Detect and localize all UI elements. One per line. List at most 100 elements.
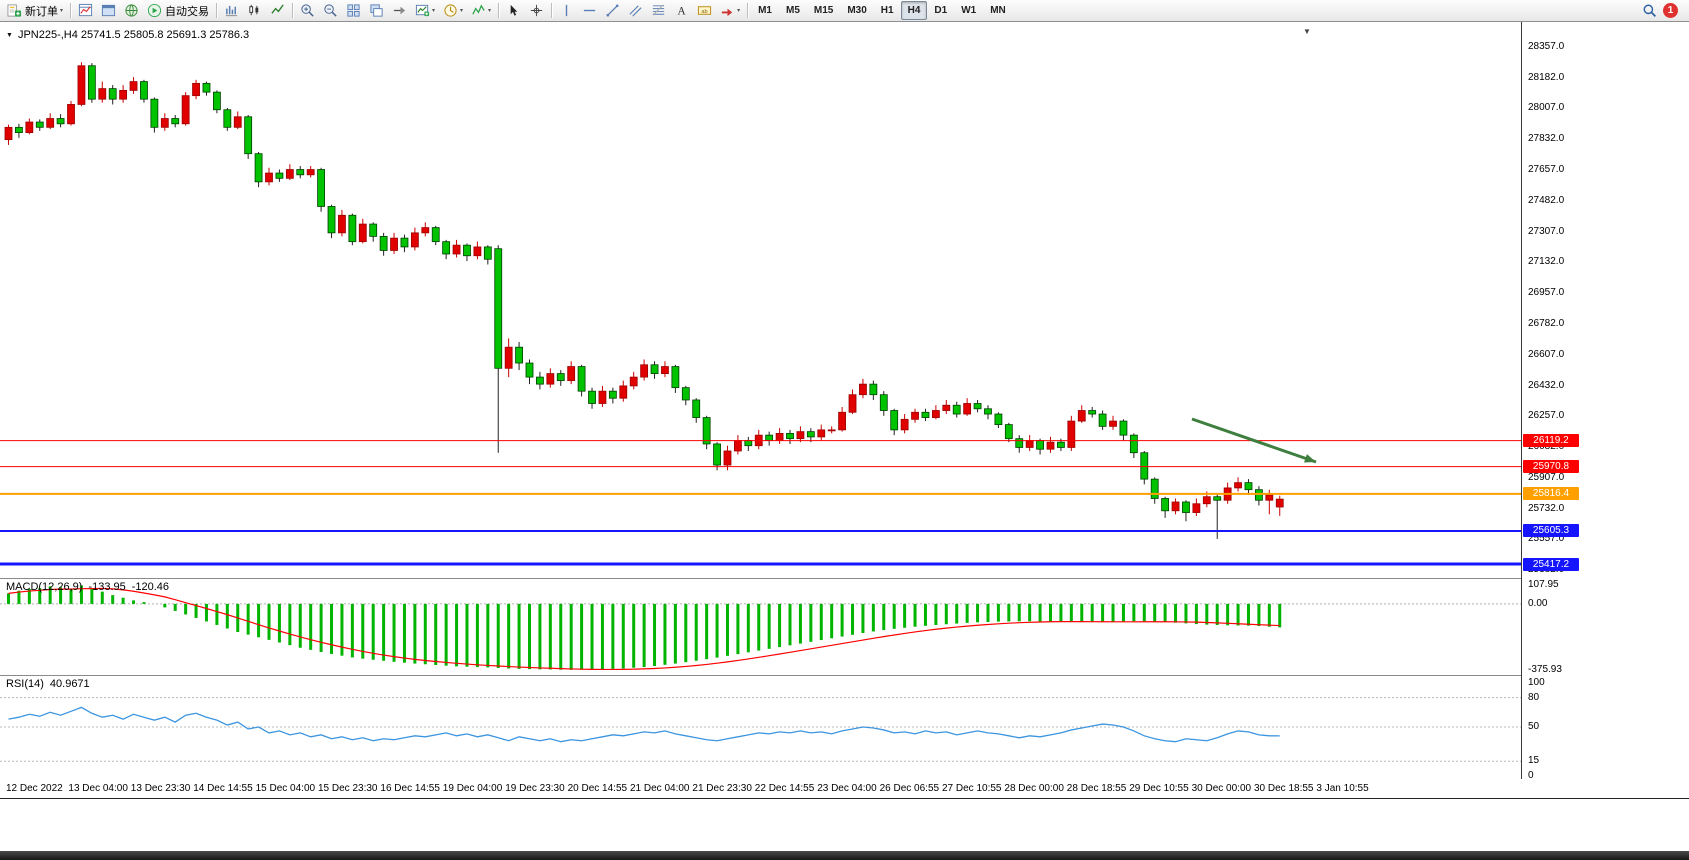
time-axis-label: 21 Dec 23:30 (692, 783, 752, 794)
bar-chart-button[interactable] (220, 1, 243, 21)
bar-chart-icon (224, 3, 239, 18)
rsi-indicator-canvas[interactable] (0, 676, 1521, 778)
time-axis-label: 3 Jan 10:55 (1316, 783, 1369, 794)
time-axis-label: 21 Dec 04:00 (630, 783, 690, 794)
cursor-icon (506, 3, 521, 18)
macd-scale-label: -375.93 (1528, 663, 1562, 675)
macd-indicator-canvas[interactable] (0, 579, 1521, 675)
timeframe-d1-button[interactable]: D1 (934, 5, 948, 16)
autotrading-button-label: 自动交易 (165, 5, 210, 18)
equidistant-channel-button[interactable] (624, 1, 647, 21)
timeframe-h4-button[interactable]: H4 (900, 1, 928, 20)
pane-separator[interactable] (0, 578, 1689, 579)
price-tick-label: 28182.0 (1528, 71, 1565, 83)
macd-main-value: -133.95 (88, 581, 126, 593)
price-tick-label: 26607.0 (1528, 348, 1565, 360)
price-tick-label: 27657.0 (1528, 164, 1565, 176)
crosshair-button[interactable] (525, 1, 548, 21)
new-order-button-label: 新订单 (25, 5, 58, 18)
time-axis-label: 30 Dec 18:55 (1254, 783, 1314, 794)
rsi-scale-label: 15 (1528, 755, 1540, 767)
time-axis-label: 23 Dec 04:00 (817, 783, 877, 794)
one-click-trading-toggle-icon[interactable]: ▼ (6, 31, 13, 39)
toolbar-separator (498, 3, 500, 18)
dropdown-arrow-icon[interactable]: ▾ (460, 8, 464, 14)
timeframe-h1-button[interactable]: H1 (880, 5, 894, 16)
trendline-button[interactable] (601, 1, 624, 21)
autotrading-button[interactable]: 自动交易 (143, 1, 213, 21)
cascade-windows-button[interactable] (365, 1, 388, 21)
chart-shift-marker-icon[interactable]: ▼ (1303, 27, 1311, 36)
new-order-icon (7, 3, 22, 18)
chart-title: ▼ JPN225-,H4 25741.5 25805.8 25691.3 257… (6, 29, 249, 41)
chart-window: ▼ JPN225-,H4 25741.5 25805.8 25691.3 257… (0, 22, 1689, 860)
dropdown-arrow-icon[interactable]: ▾ (432, 8, 436, 14)
price-axis[interactable]: 28357.0 28182.0 28007.0 27832.0 27657.0 27482… (1521, 22, 1689, 799)
rsi-scale-label: 50 (1528, 721, 1540, 732)
zoom-in-icon (300, 3, 315, 18)
time-axis-label: 16 Dec 14:55 (380, 783, 440, 794)
svg-text:A: A (678, 5, 687, 17)
rsi-scale-label: 100 (1528, 677, 1545, 688)
text-button[interactable]: A (670, 1, 693, 21)
cascade-windows-icon (369, 3, 384, 18)
new-chart-button[interactable]: ▾ (411, 1, 439, 21)
zoom-out-icon (323, 3, 338, 18)
price-tick-label: 27307.0 (1528, 225, 1565, 237)
chart-shift-button[interactable] (388, 1, 411, 21)
timeframe-w1-button[interactable]: W1 (961, 5, 977, 16)
price-chart-canvas[interactable] (0, 26, 1521, 578)
dropdown-arrow-icon[interactable]: ▾ (488, 8, 492, 14)
price-tick-label: 26257.0 (1528, 410, 1565, 422)
time-axis-label: 15 Dec 23:30 (318, 783, 378, 794)
toolbar-separator (70, 3, 72, 18)
zoom-out-button[interactable] (319, 1, 342, 21)
timeframe-m5-button[interactable]: M5 (785, 5, 800, 16)
time-axis-label: 27 Dec 10:55 (942, 783, 1002, 794)
text-label-button[interactable]: ab (693, 1, 716, 21)
navigator-button[interactable] (120, 1, 143, 21)
charts-button[interactable] (74, 1, 97, 21)
window-bottom-edge (0, 851, 1689, 860)
rsi-scale-label: 0 (1528, 770, 1534, 781)
timeframe-m30-button[interactable]: M30 (847, 5, 867, 16)
cursor-button[interactable] (502, 1, 525, 21)
vertical-line-button[interactable] (555, 1, 578, 21)
chart-profiles-button[interactable] (97, 1, 120, 21)
pane-separator[interactable] (0, 675, 1689, 676)
candlestick-chart-button[interactable] (243, 1, 266, 21)
fibonacci-button[interactable] (647, 1, 670, 21)
tile-windows-button[interactable] (342, 1, 365, 21)
price-line-label: 25417.2 (1523, 557, 1579, 571)
toolbar-separator (551, 3, 553, 18)
indicators-button[interactable]: ▾ (467, 1, 495, 21)
dropdown-arrow-icon[interactable]: ▾ (737, 8, 741, 14)
horizontal-line-button[interactable] (578, 1, 601, 21)
timeframe-m15-button[interactable]: M15 (813, 5, 834, 16)
text-label-icon: ab (697, 3, 712, 18)
periods-button[interactable]: ▾ (439, 1, 467, 21)
time-axis[interactable]: 12 Dec 2022 13 Dec 04:00 13 Dec 23:30 14 De… (0, 779, 1689, 799)
line-chart-button[interactable] (266, 1, 289, 21)
zoom-in-button[interactable] (296, 1, 319, 21)
dropdown-arrow-icon[interactable]: ▾ (60, 8, 64, 14)
timeframe-mn-button[interactable]: MN (990, 5, 1006, 16)
new-chart-icon (415, 3, 430, 18)
time-axis-label: 19 Dec 23:30 (505, 783, 565, 794)
time-axis-label: 20 Dec 14:55 (567, 783, 628, 794)
macd-name: MACD(12,26,9) (6, 581, 83, 593)
search-button[interactable] (1638, 1, 1661, 21)
fibonacci-icon (651, 3, 666, 18)
timeframe-m1-button[interactable]: M1 (758, 5, 772, 16)
arrows-button[interactable]: ▾ (716, 1, 744, 21)
rsi-value: 40.9671 (49, 678, 90, 690)
notification-badge[interactable]: 1 (1663, 3, 1678, 18)
time-axis-label: 19 Dec 04:00 (442, 783, 503, 794)
autotrade-play-icon (147, 3, 162, 18)
time-axis-label: 29 Dec 10:55 (1129, 783, 1189, 794)
search-icon (1642, 3, 1657, 18)
tile-windows-icon (346, 3, 361, 18)
new-order-button[interactable]: 新订单 ▾ (3, 1, 67, 21)
crosshair-icon (529, 3, 544, 18)
time-axis-label: 26 Dec 06:55 (879, 783, 940, 794)
